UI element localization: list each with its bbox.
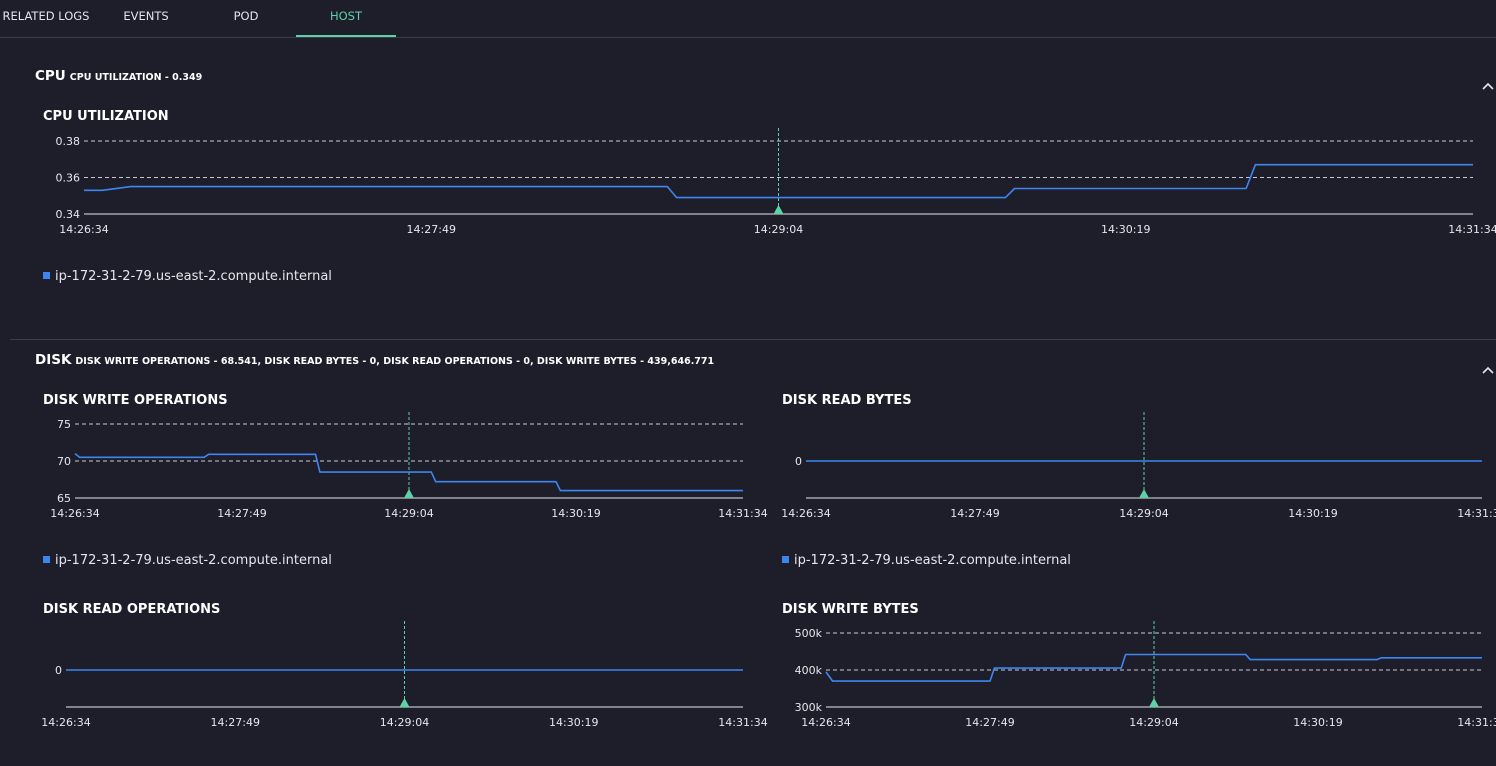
event-marker-icon <box>1149 698 1159 707</box>
y-tick-label: 65 <box>57 492 71 505</box>
legend-label: ip-172-31-2-79.us-east-2.compute.interna… <box>55 553 332 568</box>
legend-swatch <box>43 272 50 279</box>
series-line <box>825 653 1482 682</box>
legend-swatch <box>43 556 50 563</box>
x-tick-label: 14:30:19 <box>551 507 600 520</box>
y-tick-label: 70 <box>57 455 71 468</box>
chevron-up-icon[interactable] <box>1480 362 1496 378</box>
tab-related-logs[interactable]: RELATED LOGS <box>2 9 90 23</box>
y-tick-label: 0 <box>795 455 802 468</box>
x-tick-label: 14:26:34 <box>59 223 108 236</box>
y-tick-label: 0 <box>55 664 62 677</box>
tab-bar: RELATED LOGS EVENTS POD HOST <box>0 0 1496 38</box>
disk-write-bytes-chart: 300k 400k 500k 14:26:34 14:27:49 14:29:04 14:3… <box>795 621 1496 729</box>
disk-write-operations-legend: ip-172-31-2-79.us-east-2.compute.interna… <box>43 553 332 568</box>
series-line <box>74 452 743 492</box>
y-tick-label: 0.36 <box>56 172 81 185</box>
tab-pod[interactable]: POD <box>233 9 259 23</box>
x-tick-label: 14:30:19 <box>549 716 598 729</box>
x-tick-label: 14:31:34 <box>1457 716 1496 729</box>
series-line <box>84 163 1473 199</box>
legend-swatch <box>782 556 789 563</box>
y-tick-label: 75 <box>57 418 71 431</box>
legend-label: ip-172-31-2-79.us-east-2.compute.interna… <box>55 269 332 284</box>
x-tick-label: 14:31:34 <box>1457 507 1496 520</box>
disk-read-operations-chart: 0 14:26:34 14:27:49 14:29:04 14:30:19 14:31:3… <box>41 621 768 729</box>
x-tick-label: 14:26:34 <box>781 507 830 520</box>
chevron-up-icon[interactable] <box>1480 78 1496 94</box>
x-tick-label: 14:31:34 <box>1448 223 1496 236</box>
y-tick-label: 0.34 <box>56 208 81 221</box>
disk-read-bytes-legend: ip-172-31-2-79.us-east-2.compute.interna… <box>782 553 1071 568</box>
x-tick-label: 14:29:04 <box>384 507 433 520</box>
x-tick-label: 14:30:19 <box>1288 507 1337 520</box>
x-tick-label: 14:27:49 <box>950 507 999 520</box>
x-tick-label: 14:27:49 <box>965 716 1014 729</box>
disk-read-bytes-title: DISK READ BYTES <box>782 393 912 408</box>
event-marker-icon <box>404 489 414 498</box>
x-tick-label: 14:30:19 <box>1101 223 1150 236</box>
x-tick-label: 14:30:19 <box>1293 716 1342 729</box>
event-marker-icon <box>773 205 784 214</box>
x-tick-label: 14:29:04 <box>1129 716 1178 729</box>
disk-write-bytes-title: DISK WRITE BYTES <box>782 602 919 617</box>
x-tick-label: 14:29:04 <box>754 223 803 236</box>
cpu-section-header[interactable]: CPU CPU UTILIZATION - 0.349 <box>35 68 202 84</box>
cpu-utilization-legend: ip-172-31-2-79.us-east-2.compute.interna… <box>43 269 332 284</box>
x-tick-label: 14:31:34 <box>718 716 767 729</box>
x-tick-label: 14:26:34 <box>41 716 90 729</box>
x-tick-label: 14:26:34 <box>801 716 850 729</box>
disk-write-operations-chart: 65 70 75 14:26:34 14:27:49 14:29:04 14:30:19 14… <box>50 412 768 520</box>
cpu-utilization-chart: 0.34 0.36 0.38 14:26:34 14:27:49 14:29:04 14:3… <box>56 128 1496 236</box>
y-tick-label: 500k <box>795 627 823 640</box>
y-tick-label: 400k <box>795 664 823 677</box>
section-divider <box>10 339 1496 340</box>
cpu-section-summary: CPU UTILIZATION - 0.349 <box>69 72 203 83</box>
tab-events[interactable]: EVENTS <box>123 9 169 23</box>
cpu-utilization-title: CPU UTILIZATION <box>43 109 169 124</box>
x-tick-label: 14:27:49 <box>217 507 266 520</box>
x-tick-label: 14:26:34 <box>50 507 99 520</box>
disk-section-title: DISK <box>35 352 72 368</box>
disk-write-operations-title: DISK WRITE OPERATIONS <box>43 393 228 408</box>
x-tick-label: 14:27:49 <box>407 223 456 236</box>
legend-label: ip-172-31-2-79.us-east-2.compute.interna… <box>794 553 1071 568</box>
cpu-section-title: CPU <box>35 68 66 84</box>
disk-section-header[interactable]: DISK DISK WRITE OPERATIONS - 68.541, DISK… <box>35 352 714 368</box>
y-tick-label: 300k <box>795 701 823 714</box>
disk-read-operations-title: DISK READ OPERATIONS <box>43 602 221 617</box>
x-tick-label: 14:29:04 <box>380 716 429 729</box>
y-tick-label: 0.38 <box>56 135 81 148</box>
x-tick-label: 14:31:34 <box>718 507 767 520</box>
tab-host[interactable]: HOST <box>296 0 396 37</box>
x-tick-label: 14:27:49 <box>211 716 260 729</box>
x-tick-label: 14:29:04 <box>1119 507 1168 520</box>
disk-section-summary: DISK WRITE OPERATIONS - 68.541, DISK REA… <box>75 356 715 367</box>
event-marker-icon <box>399 698 410 707</box>
disk-read-bytes-chart: 0 14:26:34 14:27:49 14:29:04 14:30:19 14:31:3… <box>781 412 1496 520</box>
event-marker-icon <box>1139 489 1149 498</box>
